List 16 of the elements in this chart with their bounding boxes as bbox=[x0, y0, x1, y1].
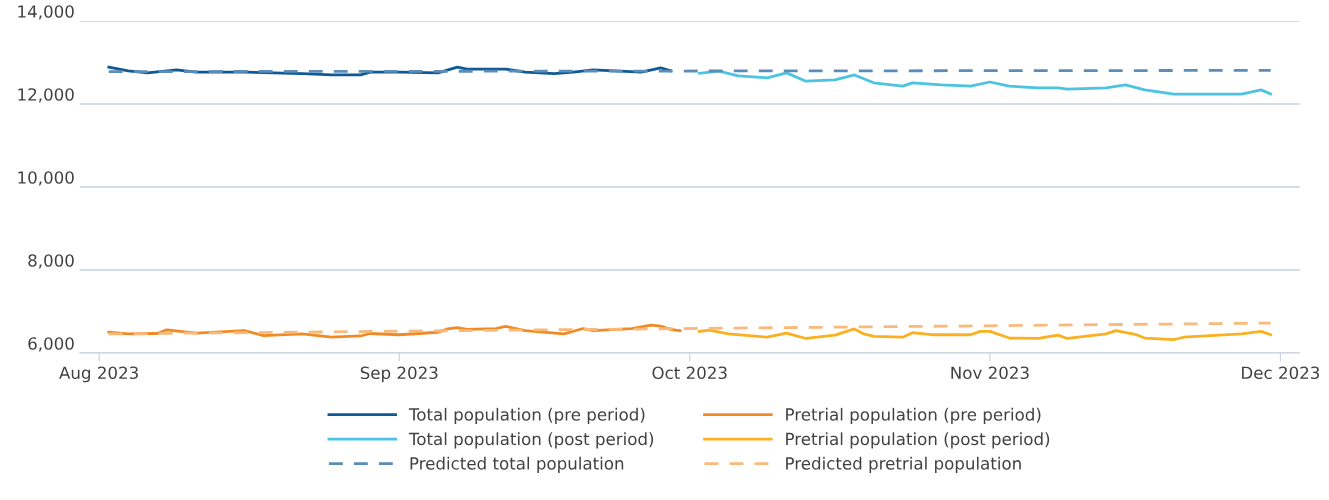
y-tick-label: 6,000 bbox=[28, 337, 74, 352]
legend-label: Pretrial population (pre period) bbox=[786, 407, 1041, 424]
y-tick-label: 10,000 bbox=[18, 171, 74, 186]
y-tick-label: 8,000 bbox=[28, 254, 74, 269]
legend-label: Predicted total population bbox=[410, 456, 624, 473]
x-tick-label: Oct 2023 bbox=[652, 366, 727, 380]
y-tick-label: 12,000 bbox=[18, 88, 74, 103]
y-tick-label: 14,000 bbox=[18, 5, 74, 20]
legend-label: Total population (post period) bbox=[408, 432, 654, 449]
legend-label: Total population (pre period) bbox=[408, 407, 645, 424]
legend-label: Pretrial population (post period) bbox=[786, 432, 1050, 449]
x-tick-label: Sep 2023 bbox=[360, 366, 438, 383]
legend-label: Predicted pretrial population bbox=[786, 456, 1021, 473]
x-tick-label: Dec 2023 bbox=[1242, 366, 1320, 380]
x-tick-label: Nov 2023 bbox=[951, 366, 1029, 380]
x-tick-label: Aug 2023 bbox=[59, 366, 138, 383]
